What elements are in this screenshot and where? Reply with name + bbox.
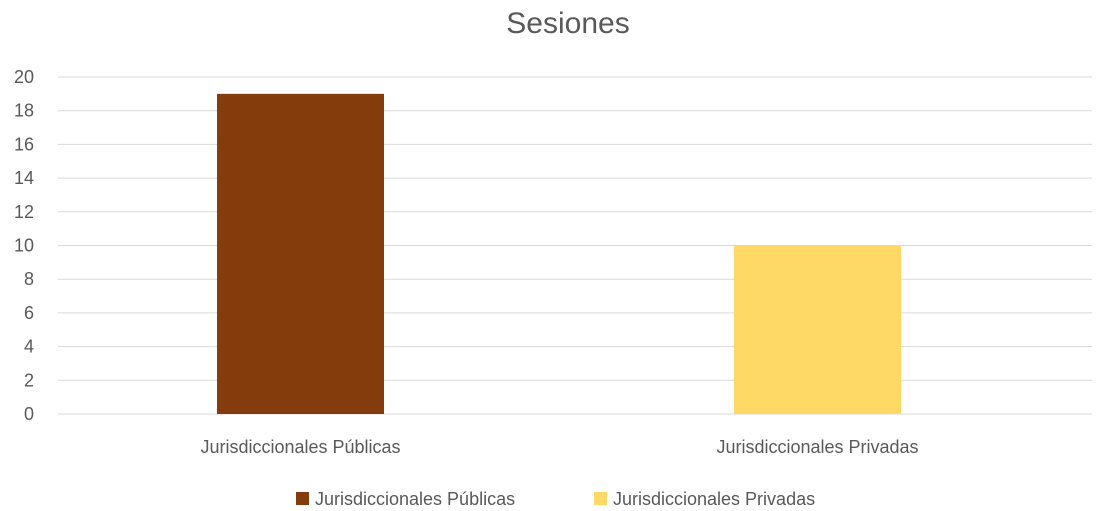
y-tick-label: 12 bbox=[14, 202, 34, 222]
y-tick-label: 14 bbox=[14, 168, 34, 188]
legend: Jurisdiccionales Públicas Jurisdiccionale… bbox=[296, 489, 815, 509]
y-tick-label: 16 bbox=[14, 134, 34, 154]
x-category-label: Jurisdiccionales Públicas bbox=[200, 437, 400, 457]
y-tick-label: 6 bbox=[24, 303, 34, 323]
y-tick-label: 20 bbox=[14, 67, 34, 87]
chart-title: Sesiones bbox=[506, 7, 629, 40]
bars bbox=[217, 93, 901, 414]
y-tick-label: 8 bbox=[24, 269, 34, 289]
y-tick-label: 4 bbox=[24, 337, 34, 357]
legend-swatch bbox=[296, 492, 309, 505]
gridlines bbox=[58, 76, 1092, 415]
y-tick-label: 2 bbox=[24, 370, 34, 390]
y-axis-ticks: 0 2 4 6 8 10 12 14 16 18 20 bbox=[14, 67, 34, 424]
legend-label: Jurisdiccionales Públicas bbox=[315, 489, 515, 509]
legend-swatch bbox=[594, 492, 607, 505]
x-category-label: Jurisdiccionales Privadas bbox=[716, 437, 918, 457]
legend-label: Jurisdiccionales Privadas bbox=[613, 489, 815, 509]
x-axis-categories: Jurisdiccionales Públicas Jurisdiccionale… bbox=[200, 437, 918, 457]
y-tick-label: 10 bbox=[14, 236, 34, 256]
y-tick-label: 18 bbox=[14, 101, 34, 121]
bar bbox=[734, 245, 901, 414]
y-tick-label: 0 bbox=[24, 404, 34, 424]
bar bbox=[217, 93, 384, 414]
